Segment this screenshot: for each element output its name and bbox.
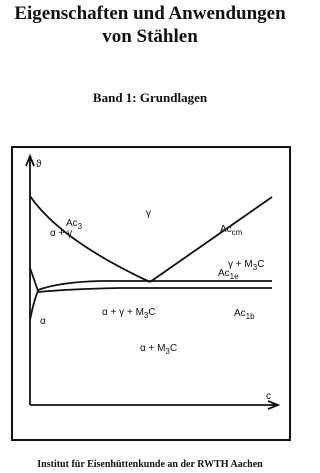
label-part: 3 (144, 311, 149, 320)
phase-label: α + γ + M3C (102, 307, 156, 320)
phase-label: Ac3 (66, 218, 83, 231)
x-axis (30, 400, 281, 410)
label-part: γ + M (228, 259, 253, 270)
label-part: 1b (246, 312, 255, 321)
cover: Eigenschaften und Anwendungen von Stähle… (11, 3, 291, 470)
label-part: Ac (218, 268, 230, 279)
alpha-boundary (29, 267, 39, 321)
phase-label: Accm (220, 224, 243, 237)
ac1b-line (37, 287, 272, 293)
y-axis (25, 153, 35, 405)
axis-label: c (266, 391, 271, 402)
phase-label: Ac1b (234, 308, 255, 321)
label-part: C (257, 259, 264, 270)
title-line: von Stählen (102, 26, 198, 47)
page: Eigenschaften und Anwendungen von Stähle… (11, 3, 291, 470)
label-part: 3 (78, 222, 83, 231)
label-part: Ac (220, 224, 232, 235)
ac3-line (29, 195, 151, 283)
label-part: C (170, 343, 177, 354)
label-part: 1e (230, 272, 239, 281)
label-part: 3 (166, 347, 171, 356)
diagram-frame (11, 146, 291, 441)
diagram (25, 153, 281, 410)
label-part: α (40, 316, 46, 327)
subtitle: Band 1: Grundlagen (93, 90, 208, 105)
phase-label: γ + M3C (228, 259, 264, 272)
label-part: Ac (66, 218, 78, 229)
phase-label: γ (146, 208, 151, 219)
title-line: Eigenschaften und Anwendungen (14, 3, 286, 24)
footer: Institut für Eisenhüttenkunde an der RWT… (37, 459, 263, 470)
phase-label: α + M3C (140, 343, 177, 356)
label-part: 3 (253, 263, 258, 272)
label-part: cm (232, 228, 243, 237)
accm-line (149, 196, 273, 283)
phase-label: α + γ (50, 228, 72, 239)
label-part: γ (146, 208, 151, 219)
ac1e-line (37, 280, 272, 291)
phase-label: Ac1e (218, 268, 239, 281)
label-part: α + γ + M (102, 307, 144, 318)
axis-label: ϑ (36, 159, 42, 170)
label-part: C (148, 307, 155, 318)
label-part: α + γ (50, 228, 72, 239)
phase-label: α (40, 316, 46, 327)
label-part: Ac (234, 308, 246, 319)
label-part: α + M (140, 343, 166, 354)
